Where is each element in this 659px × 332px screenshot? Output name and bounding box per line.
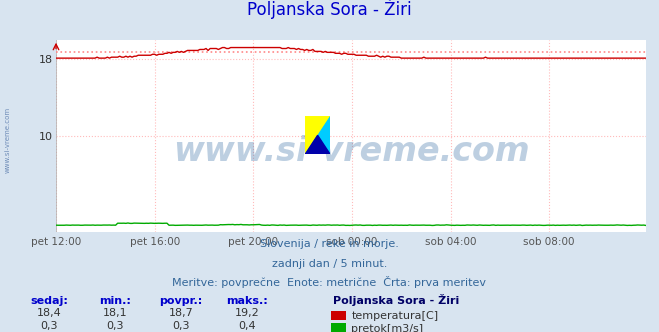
Text: www.si-vreme.com: www.si-vreme.com xyxy=(173,135,529,168)
Text: 0,3: 0,3 xyxy=(173,321,190,331)
Text: 19,2: 19,2 xyxy=(235,308,260,318)
Text: Slovenija / reke in morje.: Slovenija / reke in morje. xyxy=(260,239,399,249)
Text: Poljanska Sora - Žiri: Poljanska Sora - Žiri xyxy=(247,0,412,19)
Text: 18,1: 18,1 xyxy=(103,308,128,318)
Polygon shape xyxy=(305,116,330,154)
Text: pretok[m3/s]: pretok[m3/s] xyxy=(351,324,423,332)
Text: www.si-vreme.com: www.si-vreme.com xyxy=(5,106,11,173)
Text: min.:: min.: xyxy=(100,296,131,306)
Text: 18,4: 18,4 xyxy=(37,308,62,318)
Text: povpr.:: povpr.: xyxy=(159,296,203,306)
Text: sedaj:: sedaj: xyxy=(30,296,69,306)
Text: 0,4: 0,4 xyxy=(239,321,256,331)
Polygon shape xyxy=(305,135,330,154)
Text: zadnji dan / 5 minut.: zadnji dan / 5 minut. xyxy=(272,259,387,269)
Polygon shape xyxy=(305,116,330,154)
Text: 0,3: 0,3 xyxy=(41,321,58,331)
Text: 0,3: 0,3 xyxy=(107,321,124,331)
Text: temperatura[C]: temperatura[C] xyxy=(351,311,438,321)
Text: Meritve: povprečne  Enote: metrične  Črta: prva meritev: Meritve: povprečne Enote: metrične Črta:… xyxy=(173,276,486,288)
Text: maks.:: maks.: xyxy=(226,296,268,306)
Text: 18,7: 18,7 xyxy=(169,308,194,318)
Text: Poljanska Sora - Žiri: Poljanska Sora - Žiri xyxy=(333,294,459,306)
